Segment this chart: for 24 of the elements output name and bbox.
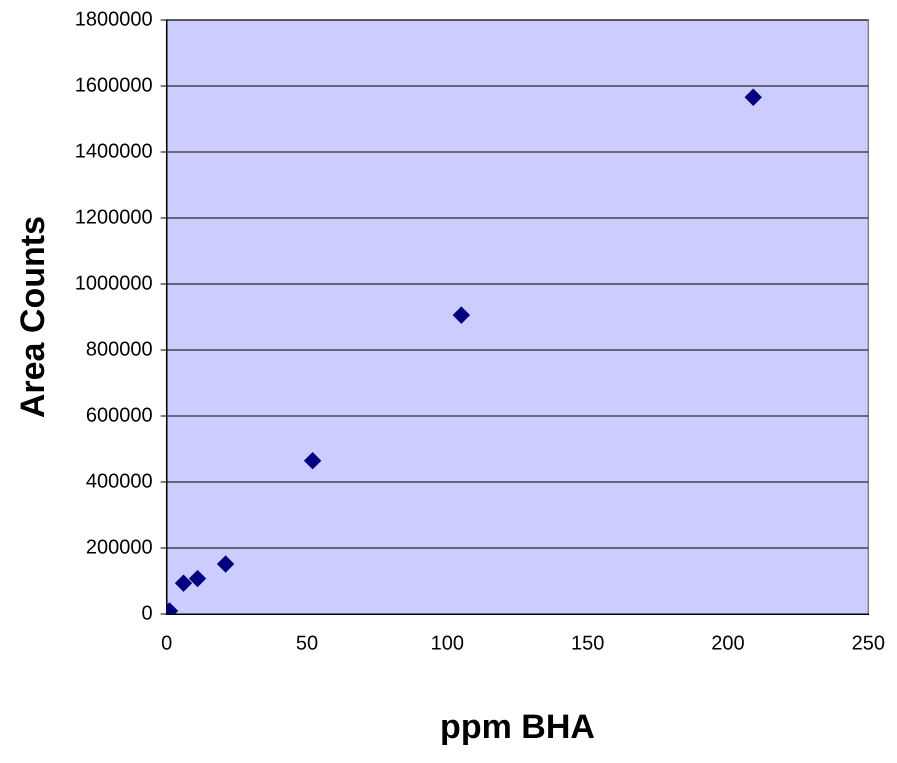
y-tick-label: 400000 bbox=[86, 470, 153, 493]
y-axis-title: Area Counts bbox=[14, 216, 52, 418]
x-tick-label: 100 bbox=[430, 632, 464, 655]
x-tick-label: 0 bbox=[161, 632, 172, 655]
y-tick-label: 800000 bbox=[86, 338, 153, 361]
y-tick-label: 1000000 bbox=[74, 272, 153, 295]
y-tick-label: 1400000 bbox=[74, 140, 153, 163]
x-tick-label: 200 bbox=[711, 632, 745, 655]
x-axis-title: ppm BHA bbox=[440, 708, 595, 746]
point bbox=[189, 570, 206, 588]
y-tick-label: 1200000 bbox=[74, 206, 153, 229]
point bbox=[175, 574, 192, 592]
y-tick-label: 600000 bbox=[86, 404, 153, 427]
point bbox=[744, 88, 762, 106]
x-tick-label: 50 bbox=[296, 632, 318, 655]
y-tick-label: 0 bbox=[142, 602, 153, 625]
point bbox=[217, 556, 234, 573]
x-tick-label: 150 bbox=[570, 632, 604, 655]
point bbox=[304, 452, 322, 470]
y-tick-label: 1600000 bbox=[74, 74, 153, 97]
y-tick-label: 200000 bbox=[86, 536, 153, 559]
point bbox=[452, 306, 470, 324]
y-tick-label: 1800000 bbox=[74, 8, 153, 31]
x-tick-label: 250 bbox=[852, 632, 886, 655]
